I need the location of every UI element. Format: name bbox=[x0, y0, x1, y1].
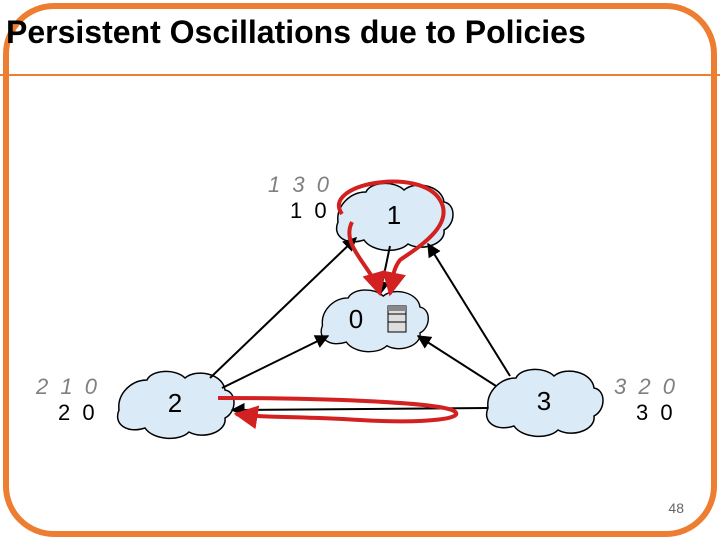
cloud-node-1 bbox=[337, 183, 453, 250]
label-130: 1 3 0 bbox=[268, 172, 332, 198]
label-210: 2 1 0 bbox=[36, 374, 100, 400]
edge-2-1 bbox=[210, 238, 356, 378]
edge-2-0 bbox=[222, 336, 328, 388]
edge-3-0 bbox=[418, 336, 496, 386]
edge-3-1 bbox=[428, 244, 510, 376]
title-underline bbox=[0, 74, 720, 76]
server-icon bbox=[388, 306, 406, 332]
decor-layer bbox=[0, 0, 720, 540]
label-320: 3 2 0 bbox=[614, 374, 678, 400]
red-path-2 bbox=[218, 398, 456, 421]
node-1-label: 1 bbox=[387, 200, 401, 230]
label-10: 1 0 bbox=[290, 198, 330, 224]
cloud-node-0 bbox=[321, 290, 428, 352]
edge-1-0 bbox=[380, 246, 390, 294]
red-path-1 bbox=[339, 182, 444, 294]
red-path-1b bbox=[349, 222, 380, 294]
slide: Persistent Oscillations due to Policies bbox=[0, 0, 720, 540]
cloud-node-3 bbox=[487, 369, 603, 436]
label-20: 2 0 bbox=[58, 400, 98, 426]
node-2-label: 2 bbox=[168, 388, 182, 418]
slide-frame bbox=[6, 6, 714, 534]
label-30: 3 0 bbox=[636, 400, 676, 426]
cloud-node-2 bbox=[118, 371, 234, 438]
node-0-label: 0 bbox=[349, 304, 363, 334]
diagram-layer: 1 0 2 3 bbox=[0, 0, 720, 540]
slide-title: Persistent Oscillations due to Policies bbox=[6, 14, 586, 51]
page-number: 48 bbox=[668, 500, 684, 516]
node-3-label: 3 bbox=[537, 386, 551, 416]
edge-3-2 bbox=[232, 408, 488, 410]
